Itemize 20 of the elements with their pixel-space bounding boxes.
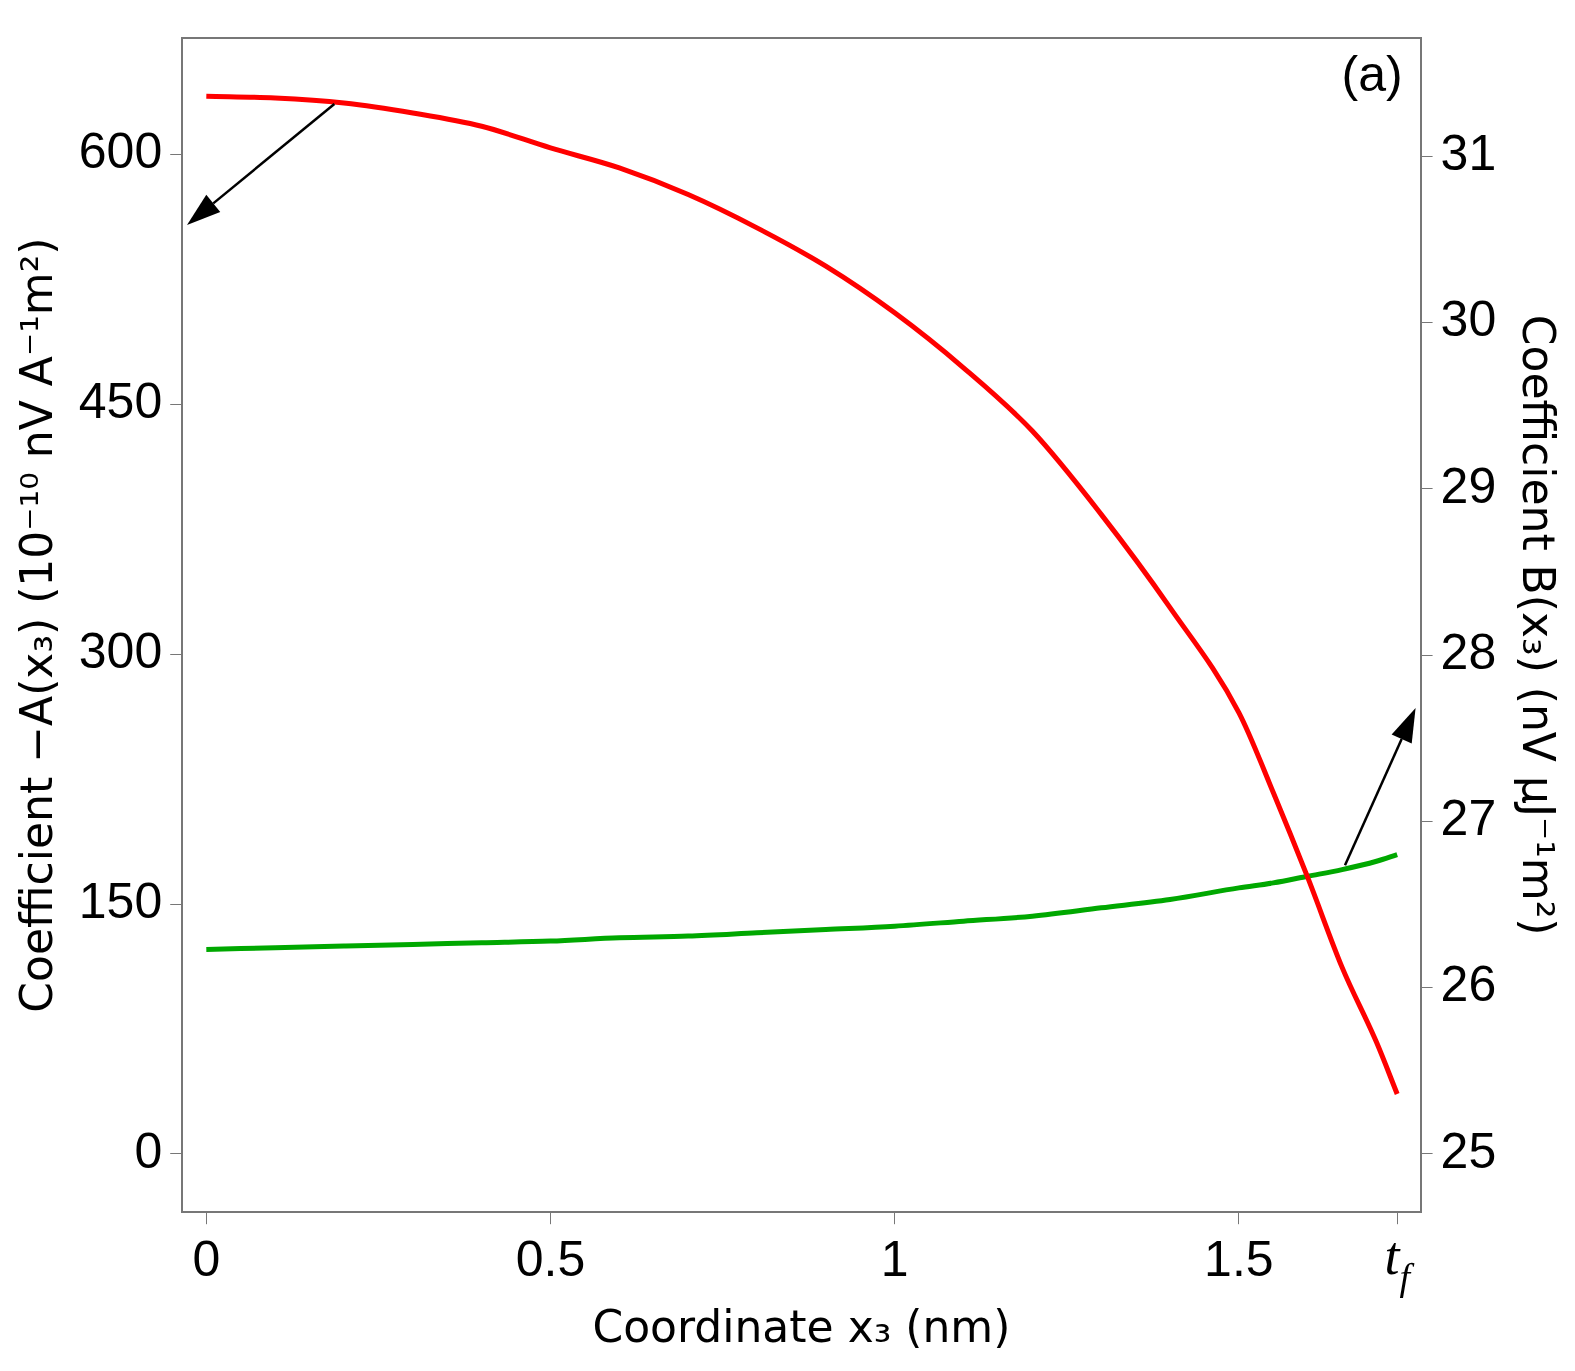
y-tick-label: 150: [78, 872, 163, 929]
y2-tick-label: 27: [1440, 790, 1497, 847]
y-tick-label: 450: [78, 373, 163, 430]
y-axis-title: Coefficient −A(x₃) (10⁻¹⁰ nV A⁻¹m²): [10, 237, 62, 1013]
y-tick-label: 0: [134, 1122, 163, 1179]
annotation: (a): [1341, 45, 1403, 102]
x-tick-label: 0: [192, 1230, 221, 1287]
y2-axis-title: Coefficient B(x₃) (nV μJ⁻¹m²): [1513, 314, 1565, 936]
y2-tick-label: 30: [1440, 291, 1497, 348]
y2-tick-label: 31: [1440, 124, 1497, 181]
y2-tick-label: 29: [1440, 457, 1497, 514]
y2-tick-label: 28: [1440, 623, 1497, 680]
y2-tick-label: 25: [1440, 1122, 1497, 1179]
x-axis-title: Coordinate x₃ (nm): [592, 1301, 1011, 1353]
y-tick-label: 600: [78, 123, 163, 180]
x-tick-label: 1.5: [1204, 1230, 1274, 1287]
y2-tick-label: 26: [1440, 956, 1497, 1013]
x-tick-label: 0.5: [515, 1230, 586, 1287]
y-tick-label: 300: [78, 623, 163, 680]
x-tick-label: 1: [880, 1230, 909, 1287]
